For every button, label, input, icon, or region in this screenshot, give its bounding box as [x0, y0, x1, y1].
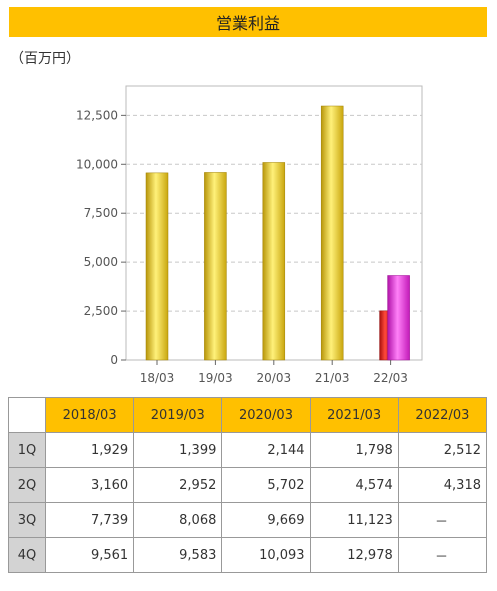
table-cell: 4,318 [397, 467, 488, 503]
table-cell: － [397, 537, 488, 573]
table-cell: 11,123 [309, 502, 399, 538]
bar [262, 162, 286, 361]
x-tick-label: 22/03 [373, 371, 408, 385]
table-row: 2Q 3,160 2,952 5,702 4,574 4,318 [8, 467, 488, 503]
bar [387, 275, 410, 361]
table-cell: 9,583 [133, 537, 223, 573]
operating-profit-chart: 0 2,500 5,000 7,500 10,000 12,500 18/03 19/03 20… [76, 85, 423, 385]
y-tick-label: 0 [110, 353, 118, 367]
table-header-cell: 2020/03 [221, 397, 311, 433]
x-tick-label: 19/03 [198, 371, 233, 385]
table-cell: 8,068 [133, 502, 223, 538]
table-cell: 4,574 [309, 467, 399, 503]
table-cell: 1,399 [133, 432, 223, 468]
chart-title-bar: 営業利益 [9, 7, 487, 37]
table-row: 4Q 9,561 9,583 10,093 12,978 － [8, 537, 488, 573]
table-header-row: 2018/03 2019/03 2020/03 2021/03 2022/03 [8, 397, 488, 433]
bar [320, 105, 344, 361]
table-row: 3Q 7,739 8,068 9,669 11,123 － [8, 502, 488, 538]
y-tick-label: 7,500 [84, 206, 118, 220]
table-header-cell: 2022/03 [397, 397, 488, 433]
table-row: 1Q 1,929 1,399 2,144 1,798 2,512 [8, 432, 488, 468]
table-header-cell: 2018/03 [44, 397, 135, 433]
x-tick-label: 21/03 [315, 371, 350, 385]
unit-label: （百万円） [10, 51, 80, 67]
y-tick-label: 10,000 [76, 157, 118, 171]
y-tick-label: 12,500 [76, 108, 118, 122]
bar [204, 172, 227, 361]
y-tick-label: 5,000 [84, 255, 118, 269]
chart-title: 営業利益 [215, 14, 280, 33]
table-row-label: 4Q [8, 537, 46, 573]
table-row-label: 3Q [8, 502, 46, 538]
table-cell: 10,093 [221, 537, 311, 573]
table-cell: 7,739 [44, 502, 135, 538]
y-tick-label: 2,500 [84, 304, 118, 318]
table-cell: 9,669 [221, 502, 311, 538]
table-cell: 9,561 [44, 537, 135, 573]
table-corner-cell [8, 397, 46, 433]
table-row-label: 2Q [8, 467, 46, 503]
x-tick-label: 18/03 [140, 371, 175, 385]
table-cell: 12,978 [309, 537, 399, 573]
quarterly-data-table: 2018/03 2019/03 2020/03 2021/03 2022/03 … [8, 397, 488, 573]
table-cell: 2,952 [133, 467, 223, 503]
table-cell: 3,160 [44, 467, 135, 503]
table-cell: 1,798 [309, 432, 399, 468]
table-row-label: 1Q [8, 432, 46, 468]
table-cell: － [397, 502, 488, 538]
table-cell: 1,929 [44, 432, 135, 468]
bar [145, 172, 169, 361]
table-header-cell: 2021/03 [309, 397, 399, 433]
x-tick-label: 20/03 [257, 371, 292, 385]
table-cell: 2,512 [397, 432, 488, 468]
table-cell: 5,702 [221, 467, 311, 503]
table-header-cell: 2019/03 [133, 397, 223, 433]
table-cell: 2,144 [221, 432, 311, 468]
